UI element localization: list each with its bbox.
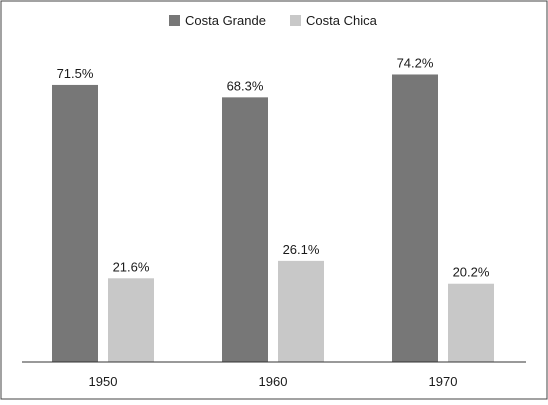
value-label-costa-grande-1970: 74.2% <box>397 55 434 70</box>
bar-costa-chica-1970 <box>448 283 494 362</box>
bar-costa-grande-1950 <box>52 84 98 362</box>
legend-swatch-costa-grande <box>169 15 180 26</box>
legend-label-costa-chica: Costa Chica <box>306 13 378 28</box>
legend: Costa Grande Costa Chica <box>169 13 378 28</box>
bars-group <box>52 74 494 363</box>
bar-costa-grande-1960 <box>222 97 268 363</box>
value-label-costa-chica-1970: 20.2% <box>453 265 490 280</box>
bar-costa-chica-1960 <box>278 260 324 362</box>
bar-costa-chica-1950 <box>108 278 154 362</box>
bar-costa-grande-1970 <box>392 74 438 362</box>
legend-swatch-costa-chica <box>290 15 301 26</box>
x-tick-label-1950: 1950 <box>89 374 118 389</box>
value-label-costa-chica-1950: 21.6% <box>113 259 150 274</box>
value-label-costa-grande-1950: 71.5% <box>57 66 94 81</box>
value-label-costa-grande-1960: 68.3% <box>227 78 264 93</box>
x-tick-label-1970: 1970 <box>429 374 458 389</box>
x-tick-label-1960: 1960 <box>259 374 288 389</box>
value-label-costa-chica-1960: 26.1% <box>283 242 320 257</box>
value-labels-group: 71.5% 21.6% 68.3% 26.1% 74.2% 20.2% <box>57 55 490 279</box>
legend-label-costa-grande: Costa Grande <box>185 13 266 28</box>
x-tick-labels: 1950 1960 1970 <box>89 374 458 389</box>
